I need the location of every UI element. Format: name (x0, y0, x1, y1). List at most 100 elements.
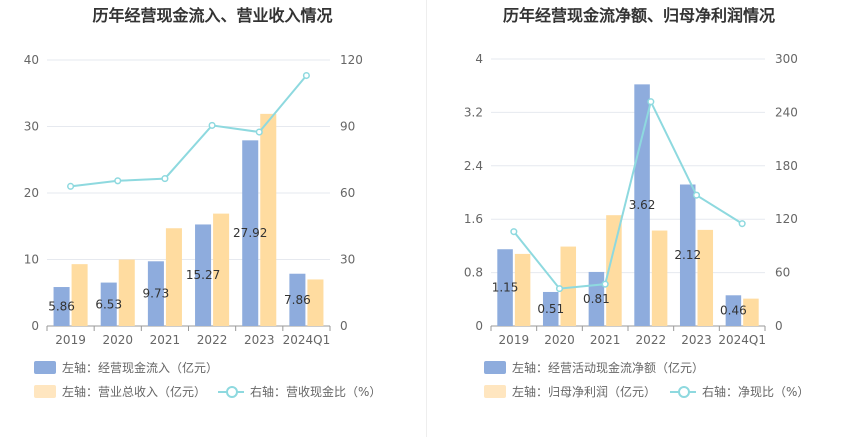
ratio-point (161, 175, 169, 183)
y-tick-label-left: 0 (475, 319, 483, 333)
legend-label: 左轴：经营活动现金流净额（亿元） (512, 361, 705, 375)
y-tick-label-right: 120 (775, 212, 798, 226)
bar-secondary (651, 230, 668, 326)
bar-primary (147, 261, 164, 326)
legend-item-ratio[interactable]: 右轴：营收现金比（%） (218, 383, 381, 400)
legend-label: 右轴：营收现金比（%） (250, 385, 382, 399)
y-tick-label-right: 60 (340, 186, 355, 200)
bar-primary (195, 224, 212, 326)
bar-secondary (606, 215, 622, 326)
ratio-point (67, 182, 75, 190)
ratio-point (738, 220, 746, 228)
bar-secondary (697, 229, 714, 326)
legend-label: 左轴：归母净利润（亿元） (512, 385, 657, 399)
legend-swatch-net-cash (484, 361, 506, 374)
legend-item-net-ratio[interactable]: 右轴：净现比（%） (670, 383, 809, 400)
bar-primary (679, 184, 696, 326)
y-tick-label-left: 30 (24, 120, 39, 134)
x-tick-label: 2024Q1 (283, 333, 331, 347)
y-tick-label-right: 120 (340, 53, 363, 67)
bar-primary (725, 295, 742, 326)
y-tick-label-left: 0.8 (464, 266, 483, 280)
bar-secondary (743, 298, 759, 326)
legend-label: 左轴：营业总收入（亿元） (62, 385, 207, 399)
chart-title: 历年经营现金流入、营业收入情况 (92, 6, 333, 25)
bar-primary (289, 273, 306, 326)
bar-secondary (213, 213, 230, 326)
bar-primary (242, 140, 259, 326)
y-tick-label-left: 2.4 (464, 159, 483, 173)
data-label: 0.51 (537, 302, 564, 316)
y-tick-label-right: 60 (775, 266, 790, 280)
chart-net-cash-profit: 0 0.8 1.6 2.4 3.2 4 0 60 120 180 240 300 2019 2020 202… (464, 52, 798, 347)
bar-secondary (560, 246, 577, 326)
bar-primary (100, 282, 117, 326)
legend-item-inflow[interactable]: 左轴：经营现金流入（亿元） (34, 359, 218, 376)
y-tick-label-right: 0 (775, 319, 783, 333)
data-label: 7.86 (284, 293, 311, 307)
data-label: 6.53 (95, 297, 122, 311)
x-tick-label: 2022 (636, 333, 667, 347)
bar-secondary (307, 279, 324, 326)
ratio-point (555, 285, 564, 293)
y-tick-label-left: 10 (24, 253, 39, 267)
bar-secondary (71, 264, 88, 326)
bar-secondary (514, 253, 531, 326)
y-tick-label-left: 1.6 (464, 212, 483, 226)
chart-panel-net-cash: 历年经营现金流净额、归母净利润情况 0 0.8 1.6 2.4 3.2 4 0 60 120 18… (428, 0, 850, 437)
legend-swatch-net-ratio (670, 385, 696, 398)
chart-cash-inflow-revenue: 0 10 20 30 40 0 30 60 90 120 2019 2020 2021 2022 2023 2… (24, 53, 363, 347)
bar-secondary (118, 259, 135, 326)
y-tick-label-left: 4 (475, 52, 483, 66)
x-tick-label: 2023 (244, 333, 275, 347)
bar-secondary (260, 113, 277, 327)
data-label: 9.73 (143, 287, 170, 301)
legend-label: 左轴：经营现金流入（亿元） (62, 361, 219, 375)
x-tick-label: 2021 (150, 333, 181, 347)
chart-panel-cash-inflow: 历年经营现金流入、营业收入情况 0 10 20 30 40 0 30 60 90 120 2019 2… (24, 6, 382, 400)
legend-swatch-inflow (34, 361, 56, 374)
y-tick-label-right: 240 (775, 105, 798, 119)
x-tick-label: 2023 (681, 333, 712, 347)
ratio-point (255, 128, 263, 136)
y-tick-label-right: 300 (775, 52, 798, 66)
legend-label: 右轴：净现比（%） (702, 385, 810, 399)
y-tick-label-left: 20 (24, 186, 39, 200)
panel-divider (426, 0, 427, 437)
x-tick-label: 2022 (197, 333, 228, 347)
y-tick-label-right: 180 (775, 159, 798, 173)
data-label: 0.46 (720, 304, 747, 318)
bar-primary (497, 249, 513, 326)
y-tick-label-left: 0 (31, 319, 39, 333)
ratio-point (302, 71, 310, 80)
bar-secondary (165, 228, 182, 326)
data-label: 0.81 (583, 292, 610, 306)
ratio-point (601, 280, 609, 288)
ratio-line (513, 98, 743, 290)
y-tick-label-right: 90 (340, 120, 355, 134)
y-tick-label-left: 40 (24, 53, 39, 67)
legend-item-net-profit[interactable]: 左轴：归母净利润（亿元） (484, 383, 656, 400)
ratio-point (208, 121, 216, 129)
x-tick-label: 2020 (544, 333, 575, 347)
legend-swatch-ratio (218, 385, 244, 398)
legend-swatch-revenue (34, 385, 56, 398)
legend-item-revenue[interactable]: 左轴：营业总收入（亿元） (34, 383, 206, 400)
x-tick-label: 2024Q1 (718, 333, 766, 347)
x-tick-label: 2021 (590, 333, 621, 347)
bar-primary (634, 84, 650, 327)
x-tick-label: 2019 (55, 333, 86, 347)
data-label: 27.92 (233, 226, 267, 240)
y-tick-label-right: 30 (340, 253, 355, 267)
ratio-point (647, 98, 655, 106)
ratio-point (510, 228, 518, 236)
ratio-point (114, 177, 122, 185)
ratio-point (692, 191, 701, 199)
data-label: 3.62 (629, 198, 656, 212)
legend-swatch-net-profit (484, 385, 506, 398)
data-label: 15.27 (186, 268, 220, 282)
legend-item-net-cash[interactable]: 左轴：经营活动现金流净额（亿元） (484, 359, 704, 376)
data-label: 1.15 (492, 281, 519, 295)
ratio-line (70, 74, 308, 188)
data-label: 2.12 (674, 248, 701, 262)
